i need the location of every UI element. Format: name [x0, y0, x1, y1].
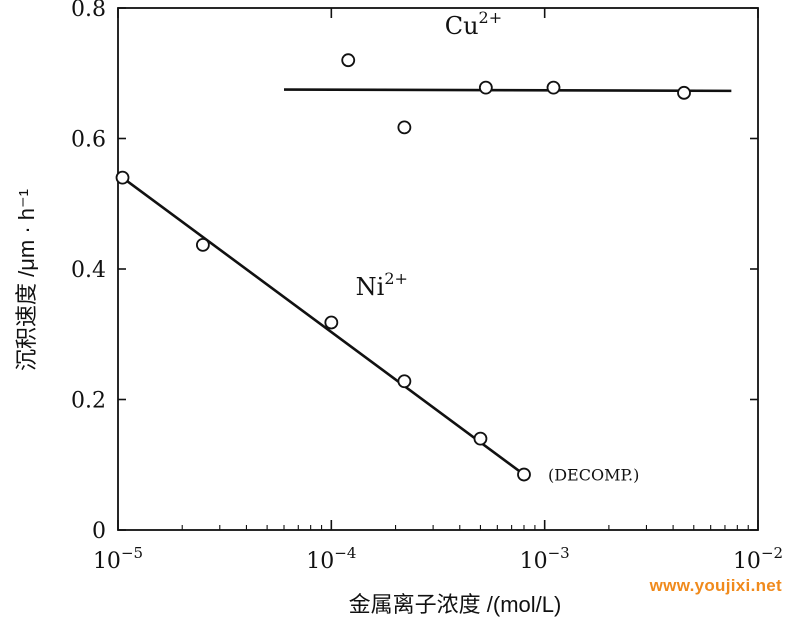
ni-data-point — [115, 170, 130, 185]
plot-frame — [117, 7, 759, 531]
x-tick-label: 10−4 — [306, 544, 356, 574]
y-tick-label: 0.2 — [71, 389, 106, 414]
cu-data-point — [341, 53, 356, 68]
ni-data-point — [517, 467, 531, 482]
x-tick-label: 10−3 — [520, 544, 570, 574]
y-tick-label: 0 — [92, 519, 106, 544]
cu-data-point — [397, 120, 412, 135]
ni-data-point — [397, 374, 412, 389]
y-tick-label: 0.4 — [71, 258, 106, 283]
ni-data-point — [473, 431, 488, 446]
ni-data-point — [324, 315, 339, 330]
decomp-annotation: (DECOMP.) — [548, 466, 639, 485]
x-axis-label: 金属离子浓度 /(mol/L) — [349, 592, 562, 617]
x-tick-label: 10−5 — [93, 544, 143, 574]
cu-series-label: Cu2+ — [445, 8, 502, 40]
y-tick-label: 0.6 — [71, 128, 106, 153]
plot-border — [117, 7, 759, 531]
y-tick-label: 0.8 — [71, 0, 106, 22]
cu-fit-line — [284, 88, 732, 93]
fit-lines — [121, 88, 732, 476]
axis-ticks: 0 0.2 0.4 0.6 0.8 10−5 10−4 10−3 10−2 — [71, 0, 783, 574]
cu-data-point — [478, 80, 493, 95]
ni-fit-line — [121, 176, 525, 476]
cu-data-point — [546, 80, 561, 95]
ni-series-label: Ni2+ — [356, 269, 408, 301]
chart-labels: Cu2+ Ni2+ (DECOMP.) — [356, 8, 640, 484]
ni-data-point — [195, 237, 210, 252]
y-axis-label: 沉积速度 /μm · h⁻¹ — [14, 189, 39, 371]
x-tick-label: 10−2 — [733, 544, 783, 574]
watermark-text: www.youjixi.net — [649, 576, 782, 595]
cu-data-point — [677, 85, 691, 100]
data-points — [115, 53, 691, 482]
